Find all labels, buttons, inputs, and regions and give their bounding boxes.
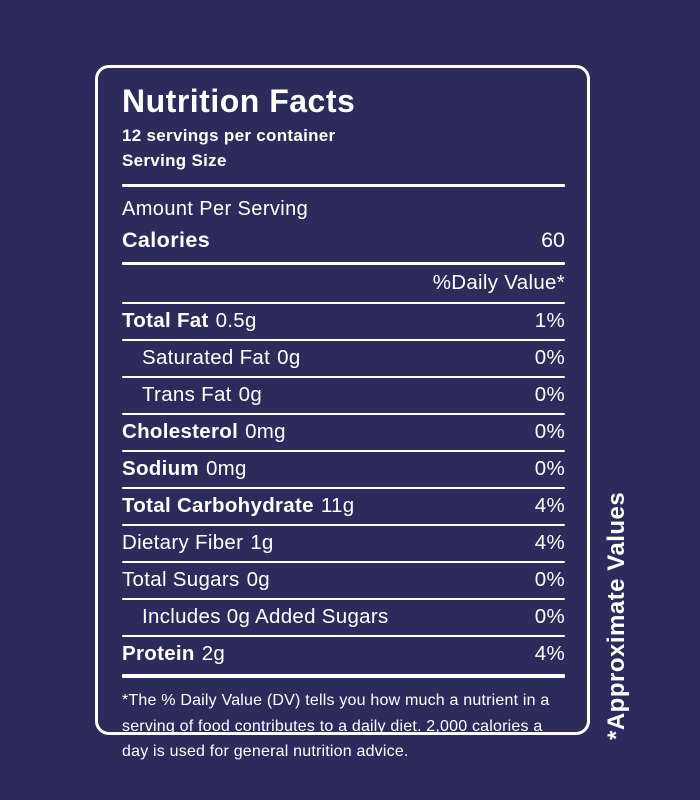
nutrition-label-box: Nutrition Facts 12 servings per containe…: [95, 65, 590, 760]
calories-label: Calories: [122, 228, 211, 253]
nutrient-dv: 4%: [534, 642, 565, 666]
divider: [122, 524, 565, 527]
nutrient-dv: 4%: [534, 531, 565, 555]
nutrient-amount: 0mg: [205, 457, 247, 481]
divider: [122, 413, 565, 416]
nutrient-name: Sodium: [122, 457, 199, 481]
nutrient-name: Includes 0g Added Sugars: [142, 605, 389, 629]
nutrient-dv: 1%: [534, 309, 565, 333]
divider: [122, 598, 565, 601]
nutrient-name: Total Carbohydrate: [122, 494, 314, 518]
nutrient-row-added-sugars: Includes 0g Added Sugars 0%: [122, 600, 565, 635]
nutrient-dv: 0%: [534, 420, 565, 444]
nutrient-row-trans-fat: Trans Fat 0g 0%: [122, 378, 565, 413]
nutrient-name: Total Fat: [122, 309, 209, 333]
nutrient-name: Protein: [122, 642, 195, 666]
divider: [122, 561, 565, 564]
nutrient-amount: 1g: [250, 531, 274, 555]
divider: [122, 262, 565, 266]
divider: [122, 302, 565, 305]
nutrient-dv: 0%: [534, 605, 565, 629]
nutrient-amount: 0.5g: [215, 309, 257, 333]
nutrient-amount: 0g: [277, 346, 301, 370]
divider: [122, 376, 565, 379]
calories-value: 60: [541, 228, 565, 253]
nutrient-dv: 0%: [534, 568, 565, 592]
divider: [122, 339, 565, 342]
nutrient-row-total-fat: Total Fat 0.5g 1%: [122, 304, 565, 339]
nutrient-row-total-carbohydrate: Total Carbohydrate 11g 4%: [122, 489, 565, 524]
label-title: Nutrition Facts: [122, 83, 356, 119]
nutrient-name: Dietary Fiber: [122, 531, 244, 555]
nutrient-row-cholesterol: Cholesterol 0mg 0%: [122, 415, 565, 450]
nutrient-amount: 0mg: [245, 420, 286, 444]
nutrient-dv: 0%: [534, 346, 565, 370]
approximate-values-note: *Approximate Values: [603, 491, 630, 740]
divider: [122, 450, 565, 453]
nutrient-name: Cholesterol: [122, 420, 239, 444]
nutrient-amount: 0g: [246, 568, 270, 592]
nutrient-amount: 0g: [238, 383, 263, 407]
nutrient-dv: 4%: [534, 494, 565, 518]
nutrient-row-saturated-fat: Saturated Fat 0g 0%: [122, 341, 565, 376]
nutrient-row-sodium: Sodium 0mg 0%: [122, 452, 565, 487]
nutrient-rows: Total Fat 0.5g 1% Saturated Fat 0g 0% Tran…: [122, 304, 565, 679]
divider: [122, 487, 565, 490]
nutrient-dv: 0%: [534, 383, 565, 407]
nutrient-dv: 0%: [534, 457, 565, 481]
servings-per-container: 12 servings per container: [122, 126, 336, 146]
nutrient-amount: 2g: [201, 642, 226, 666]
nutrient-row-protein: Protein 2g 4%: [122, 637, 565, 672]
nutrient-name: Saturated Fat: [142, 346, 271, 370]
nutrient-name: Trans Fat: [142, 383, 232, 407]
divider: [122, 184, 565, 188]
nutrient-row-total-sugars: Total Sugars 0g 0%: [122, 563, 565, 598]
daily-value-header: %Daily Value*: [432, 271, 565, 295]
footnote-text: *The % Daily Value (DV) tells you how mu…: [122, 692, 550, 761]
nutrient-amount: 11g: [320, 494, 355, 518]
divider: [122, 674, 565, 679]
serving-size: Serving Size: [122, 151, 227, 171]
calories-row: Calories 60: [122, 228, 565, 262]
amount-per-serving-heading: Amount Per Serving: [122, 198, 309, 221]
nutrient-name: Total Sugars: [122, 568, 240, 592]
divider: [122, 635, 565, 638]
nutrient-row-dietary-fiber: Dietary Fiber 1g 4%: [122, 526, 565, 561]
